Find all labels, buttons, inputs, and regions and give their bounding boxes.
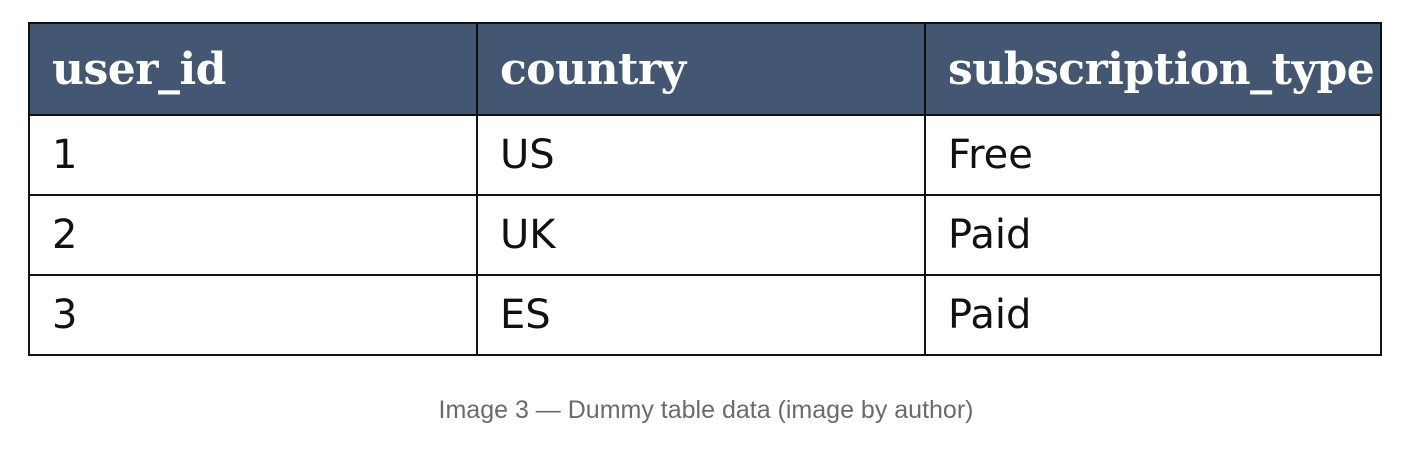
data-table: user_id country subscription_type 1 US F… <box>28 22 1382 356</box>
table-body: 1 US Free 2 UK Paid 3 ES Paid <box>28 114 1382 356</box>
column-header-country: country <box>476 22 926 116</box>
cell-user-id: 2 <box>28 194 478 276</box>
cell-user-id: 3 <box>28 274 478 356</box>
table-row: 3 ES Paid <box>28 274 1382 356</box>
cell-subscription-type: Paid <box>924 194 1382 276</box>
table-header: user_id country subscription_type <box>28 22 1382 116</box>
column-header-subscription-type: subscription_type <box>924 22 1382 116</box>
cell-country: UK <box>476 194 926 276</box>
cell-subscription-type: Paid <box>924 274 1382 356</box>
table-row: 1 US Free <box>28 114 1382 196</box>
cell-country: US <box>476 114 926 196</box>
cell-country: ES <box>476 274 926 356</box>
header-row: user_id country subscription_type <box>28 22 1382 116</box>
table-row: 2 UK Paid <box>28 194 1382 276</box>
cell-subscription-type: Free <box>924 114 1382 196</box>
cell-user-id: 1 <box>28 114 478 196</box>
column-header-user-id: user_id <box>28 22 478 116</box>
figure-caption: Image 3 — Dummy table data (image by aut… <box>438 396 974 424</box>
